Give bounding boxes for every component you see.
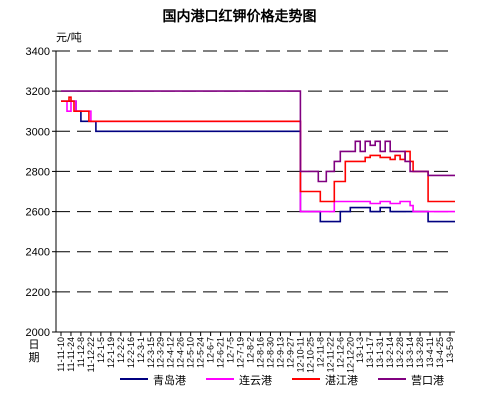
x-axis-ticks: 11-11-10 11-11-24 11-12-8 11-12-22 12-1-5 12-… [56,332,455,373]
legend: 青岛港 连云港 湛江港 营口港 [120,372,460,388]
x-tick-label: 12-10-11 [295,337,305,372]
x-tick-label: 12-2-16 [126,337,136,368]
legend-swatch [292,378,320,380]
x-axis-label: 日期 [28,338,40,364]
y-tick-label: 2600 [26,207,50,219]
x-tick-label: 11-12-22 [86,337,96,372]
x-tick-label: 13-1-31 [375,337,385,368]
x-tick-label: 12-11-22 [325,337,335,372]
x-tick-label: 13-1-3 [355,337,365,363]
x-tick-label: 12-3-15 [146,337,156,368]
x-tick-label: 12-7-5 [226,337,236,363]
x-tick-label: 11-11-10 [56,337,66,372]
x-tick-label: 11-11-24 [66,337,76,372]
legend-swatch [378,378,406,380]
x-tick-label: 12-3-1 [136,337,146,363]
legend-swatch [206,378,234,380]
x-tick-label: 12-8-2 [246,337,256,363]
y-tick-label: 2200 [26,287,50,299]
y-tick-label: 3200 [26,86,50,98]
x-tick-label: 12-4-26 [176,337,186,368]
x-tick-label: 12-5-24 [196,337,206,368]
x-tick-label: 12-2-2 [116,337,126,363]
y-tick-label: 2000 [26,327,50,339]
y-axis-unit-label: 元/吨 [56,31,82,44]
y-tick-label: 2800 [26,166,50,178]
x-tick-label: 12-6-7 [206,337,216,363]
legend-label: 青岛港 [153,374,186,387]
x-tick-label: 12-12-6 [335,337,345,368]
legend-label: 连云港 [239,374,272,387]
y-tick-label: 3000 [26,126,50,138]
x-tick-label: 12-8-16 [255,337,265,368]
axes [55,51,455,333]
chart-title: 国内港口红钾价格走势图 [162,9,317,25]
x-tick-label: 12-1-5 [96,337,106,363]
x-tick-label: 13-4-11 [425,337,435,367]
legend-label: 营口港 [411,374,444,387]
x-tick-label: 13-5-9 [445,337,455,363]
y-axis-ticks: 2000 2200 2400 2600 2800 3000 3200 3400 [26,46,56,339]
x-tick-label: 13-1-17 [365,337,375,368]
x-tick-label: 12-5-10 [186,337,196,368]
y-tick-label: 3400 [26,46,50,58]
x-tick-label: 12-9-13 [275,337,285,368]
x-tick-label: 13-3-28 [415,337,425,368]
x-tick-label: 12-4-12 [166,337,176,368]
x-tick-label: 11-12-8 [76,337,86,367]
x-tick-label: 12-12-20 [345,337,355,373]
legend-swatch [120,378,148,380]
legend-label: 湛江港 [325,374,358,387]
x-tick-label: 12-11-8 [315,337,325,367]
x-tick-label: 12-8-30 [265,337,275,368]
x-tick-label: 12-3-29 [156,337,166,368]
y-tick-label: 2400 [26,247,50,259]
x-tick-label: 13-4-25 [435,337,445,368]
grid-lines [56,50,455,293]
series-line [61,96,455,203]
series-lines [61,90,455,223]
series-line [61,90,455,183]
x-tick-label: 13-3-14 [405,337,415,368]
series-line [61,100,455,213]
x-tick-label: 12-10-25 [305,337,315,373]
x-tick-label: 12-9-27 [285,337,295,368]
x-tick-label: 12-6-21 [216,337,226,368]
x-tick-label: 13-2-14 [385,337,395,368]
series-line [61,100,455,223]
x-tick-label: 12-7-19 [236,337,246,368]
x-tick-label: 12-1-19 [106,337,116,368]
x-tick-label: 13-2-28 [395,337,405,368]
